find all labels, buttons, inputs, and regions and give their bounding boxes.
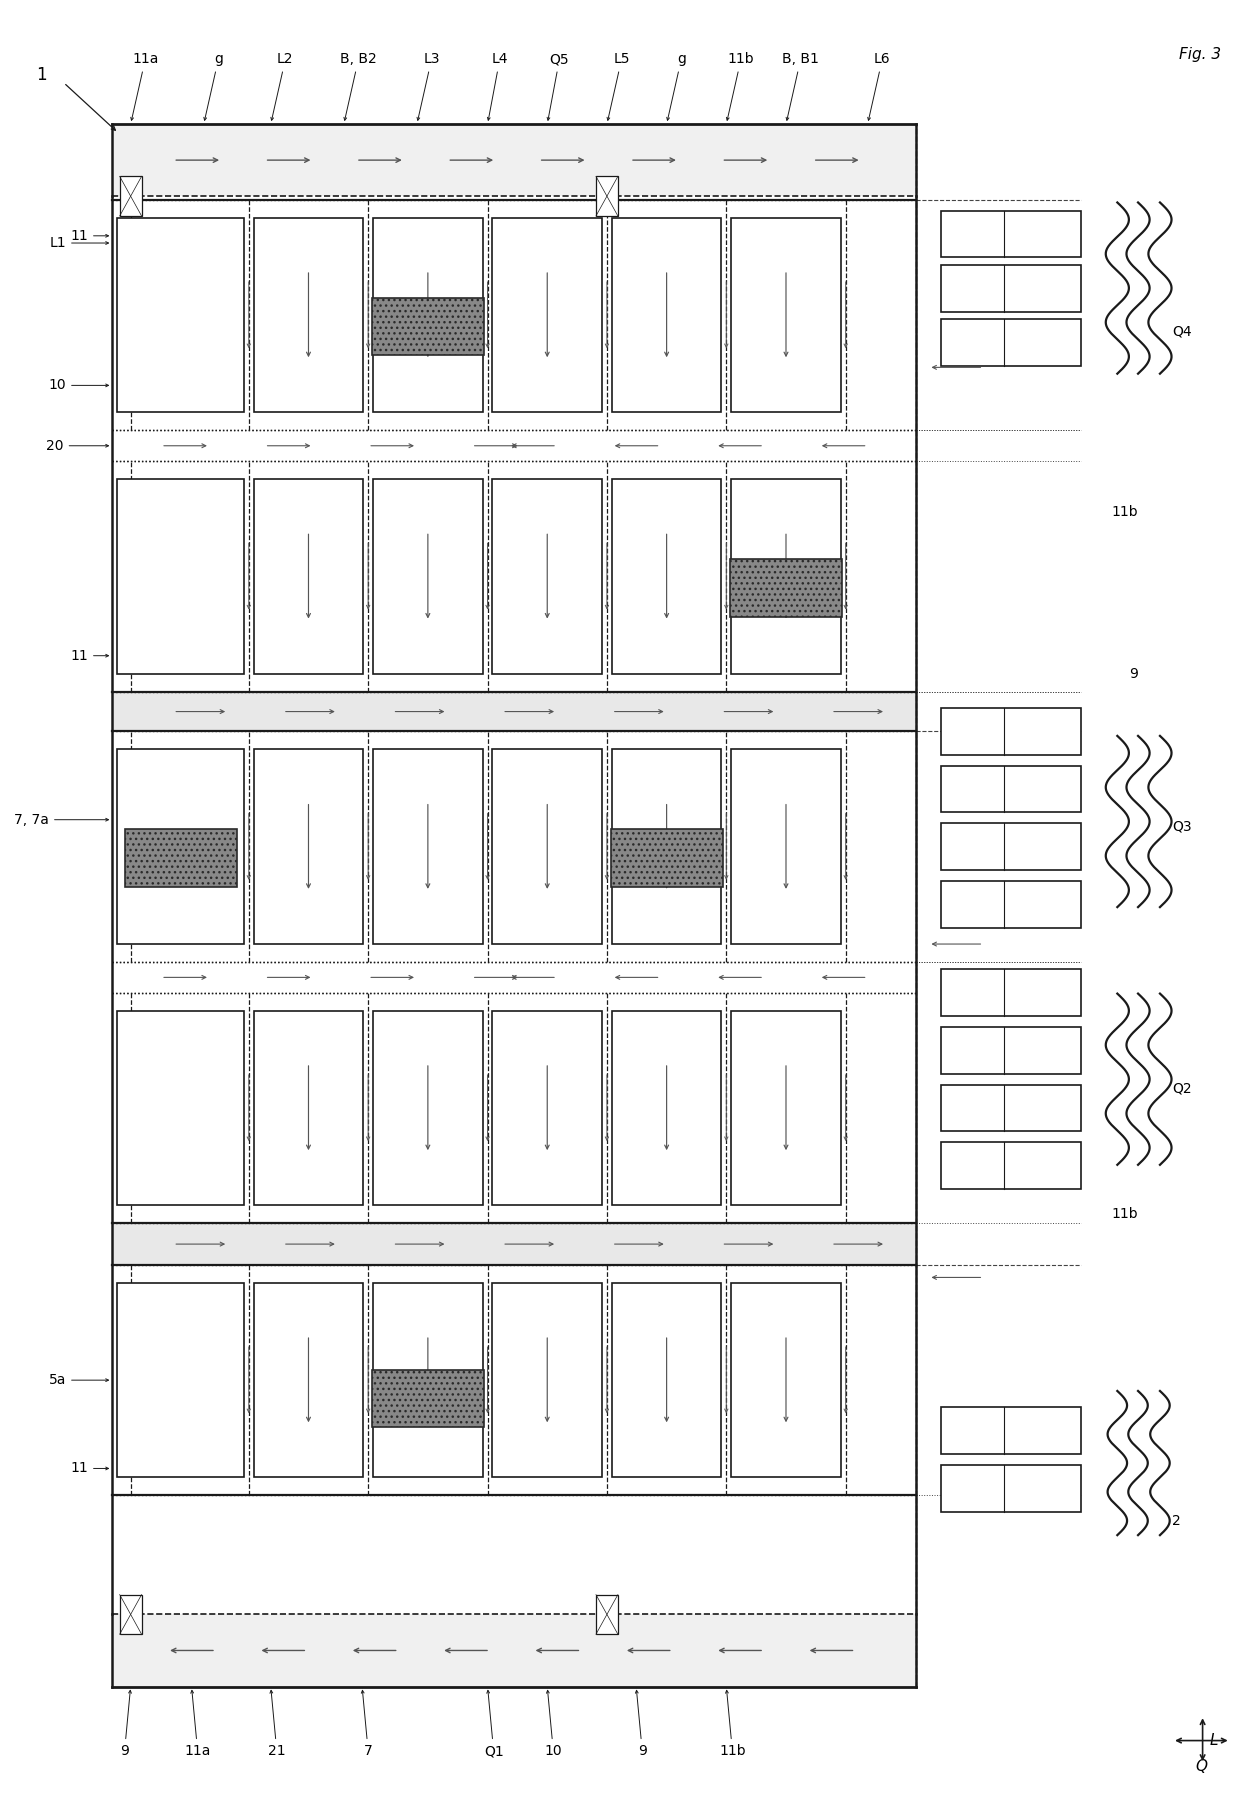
Bar [373, 750, 482, 944]
Text: L: L [1210, 1732, 1219, 1749]
Text: 1: 1 [36, 67, 47, 84]
Text: 11a: 11a [185, 1691, 211, 1758]
Text: 11a: 11a [130, 53, 159, 120]
Bar [732, 1282, 841, 1478]
Text: g: g [203, 53, 223, 120]
Bar [611, 1282, 722, 1478]
Bar [254, 750, 363, 944]
Bar [611, 218, 722, 412]
Bar [118, 750, 244, 944]
Text: 11b: 11b [1111, 1208, 1138, 1222]
Bar [113, 692, 916, 732]
Text: 7, 7a: 7, 7a [14, 814, 109, 826]
Bar [941, 766, 1081, 812]
Bar [941, 881, 1081, 928]
Bar [118, 1282, 244, 1478]
Bar [732, 218, 841, 412]
Text: Q3: Q3 [1172, 819, 1192, 834]
Bar [492, 750, 603, 944]
Text: B, B2: B, B2 [340, 53, 377, 120]
Text: Fig. 3: Fig. 3 [1179, 47, 1221, 62]
Bar [118, 218, 244, 412]
Text: L2: L2 [270, 53, 294, 120]
Text: 2: 2 [1172, 1515, 1180, 1527]
Text: 10: 10 [544, 1691, 562, 1758]
Bar [373, 1012, 482, 1206]
Bar [941, 1466, 1081, 1511]
Text: 11b: 11b [719, 1691, 745, 1758]
Text: 9: 9 [120, 1691, 131, 1758]
Bar [611, 479, 722, 674]
Text: 11: 11 [71, 1462, 108, 1475]
Text: Q5: Q5 [547, 53, 569, 120]
Bar [113, 1614, 916, 1687]
Text: 9: 9 [1130, 666, 1138, 681]
Bar [596, 176, 618, 216]
Bar [254, 1012, 363, 1206]
Bar [941, 970, 1081, 1017]
Bar [113, 1224, 916, 1264]
Text: B, B1: B, B1 [782, 53, 820, 120]
Bar [254, 479, 363, 674]
Bar [732, 1012, 841, 1206]
Bar [730, 559, 842, 617]
Bar [941, 823, 1081, 870]
Bar [373, 1282, 482, 1478]
Bar [254, 1282, 363, 1478]
Text: L1: L1 [50, 236, 108, 251]
Text: L3: L3 [417, 53, 440, 120]
Text: 9: 9 [635, 1691, 647, 1758]
Text: L5: L5 [608, 53, 630, 120]
Bar [941, 1026, 1081, 1073]
Text: 11b: 11b [727, 53, 754, 120]
Text: Q2: Q2 [1172, 1081, 1192, 1095]
Bar [372, 1369, 484, 1427]
Text: g: g [667, 53, 686, 120]
Bar [611, 750, 722, 944]
Bar [596, 1594, 618, 1634]
Text: 11: 11 [71, 648, 108, 663]
Bar [373, 218, 482, 412]
Text: Q4: Q4 [1172, 325, 1192, 338]
Bar [941, 708, 1081, 755]
Bar [373, 479, 482, 674]
Text: 21: 21 [268, 1691, 285, 1758]
Text: L4: L4 [487, 53, 508, 120]
Text: 10: 10 [48, 378, 108, 392]
Bar [492, 218, 603, 412]
Bar [118, 479, 244, 674]
Bar [120, 176, 141, 216]
Bar [118, 1012, 244, 1206]
Bar [941, 265, 1081, 312]
Bar [492, 1012, 603, 1206]
Bar [732, 750, 841, 944]
Text: 11: 11 [71, 229, 108, 243]
Bar [941, 1084, 1081, 1131]
Bar [124, 830, 237, 886]
Bar [941, 1407, 1081, 1455]
Bar [941, 1142, 1081, 1189]
Text: 20: 20 [46, 439, 108, 452]
Bar [941, 211, 1081, 258]
Bar [372, 298, 484, 356]
Text: Q1: Q1 [484, 1691, 503, 1758]
Bar [610, 830, 723, 886]
Text: L6: L6 [868, 53, 890, 120]
Bar [941, 320, 1081, 365]
Bar [611, 1012, 722, 1206]
Text: 7: 7 [361, 1691, 372, 1758]
Bar [120, 1594, 141, 1634]
Bar [113, 123, 916, 196]
Bar [254, 218, 363, 412]
Bar [732, 479, 841, 674]
Bar [492, 1282, 603, 1478]
Bar [492, 479, 603, 674]
Text: 11b: 11b [1111, 505, 1138, 519]
Text: 5a: 5a [48, 1373, 108, 1387]
Text: Q: Q [1195, 1758, 1208, 1774]
